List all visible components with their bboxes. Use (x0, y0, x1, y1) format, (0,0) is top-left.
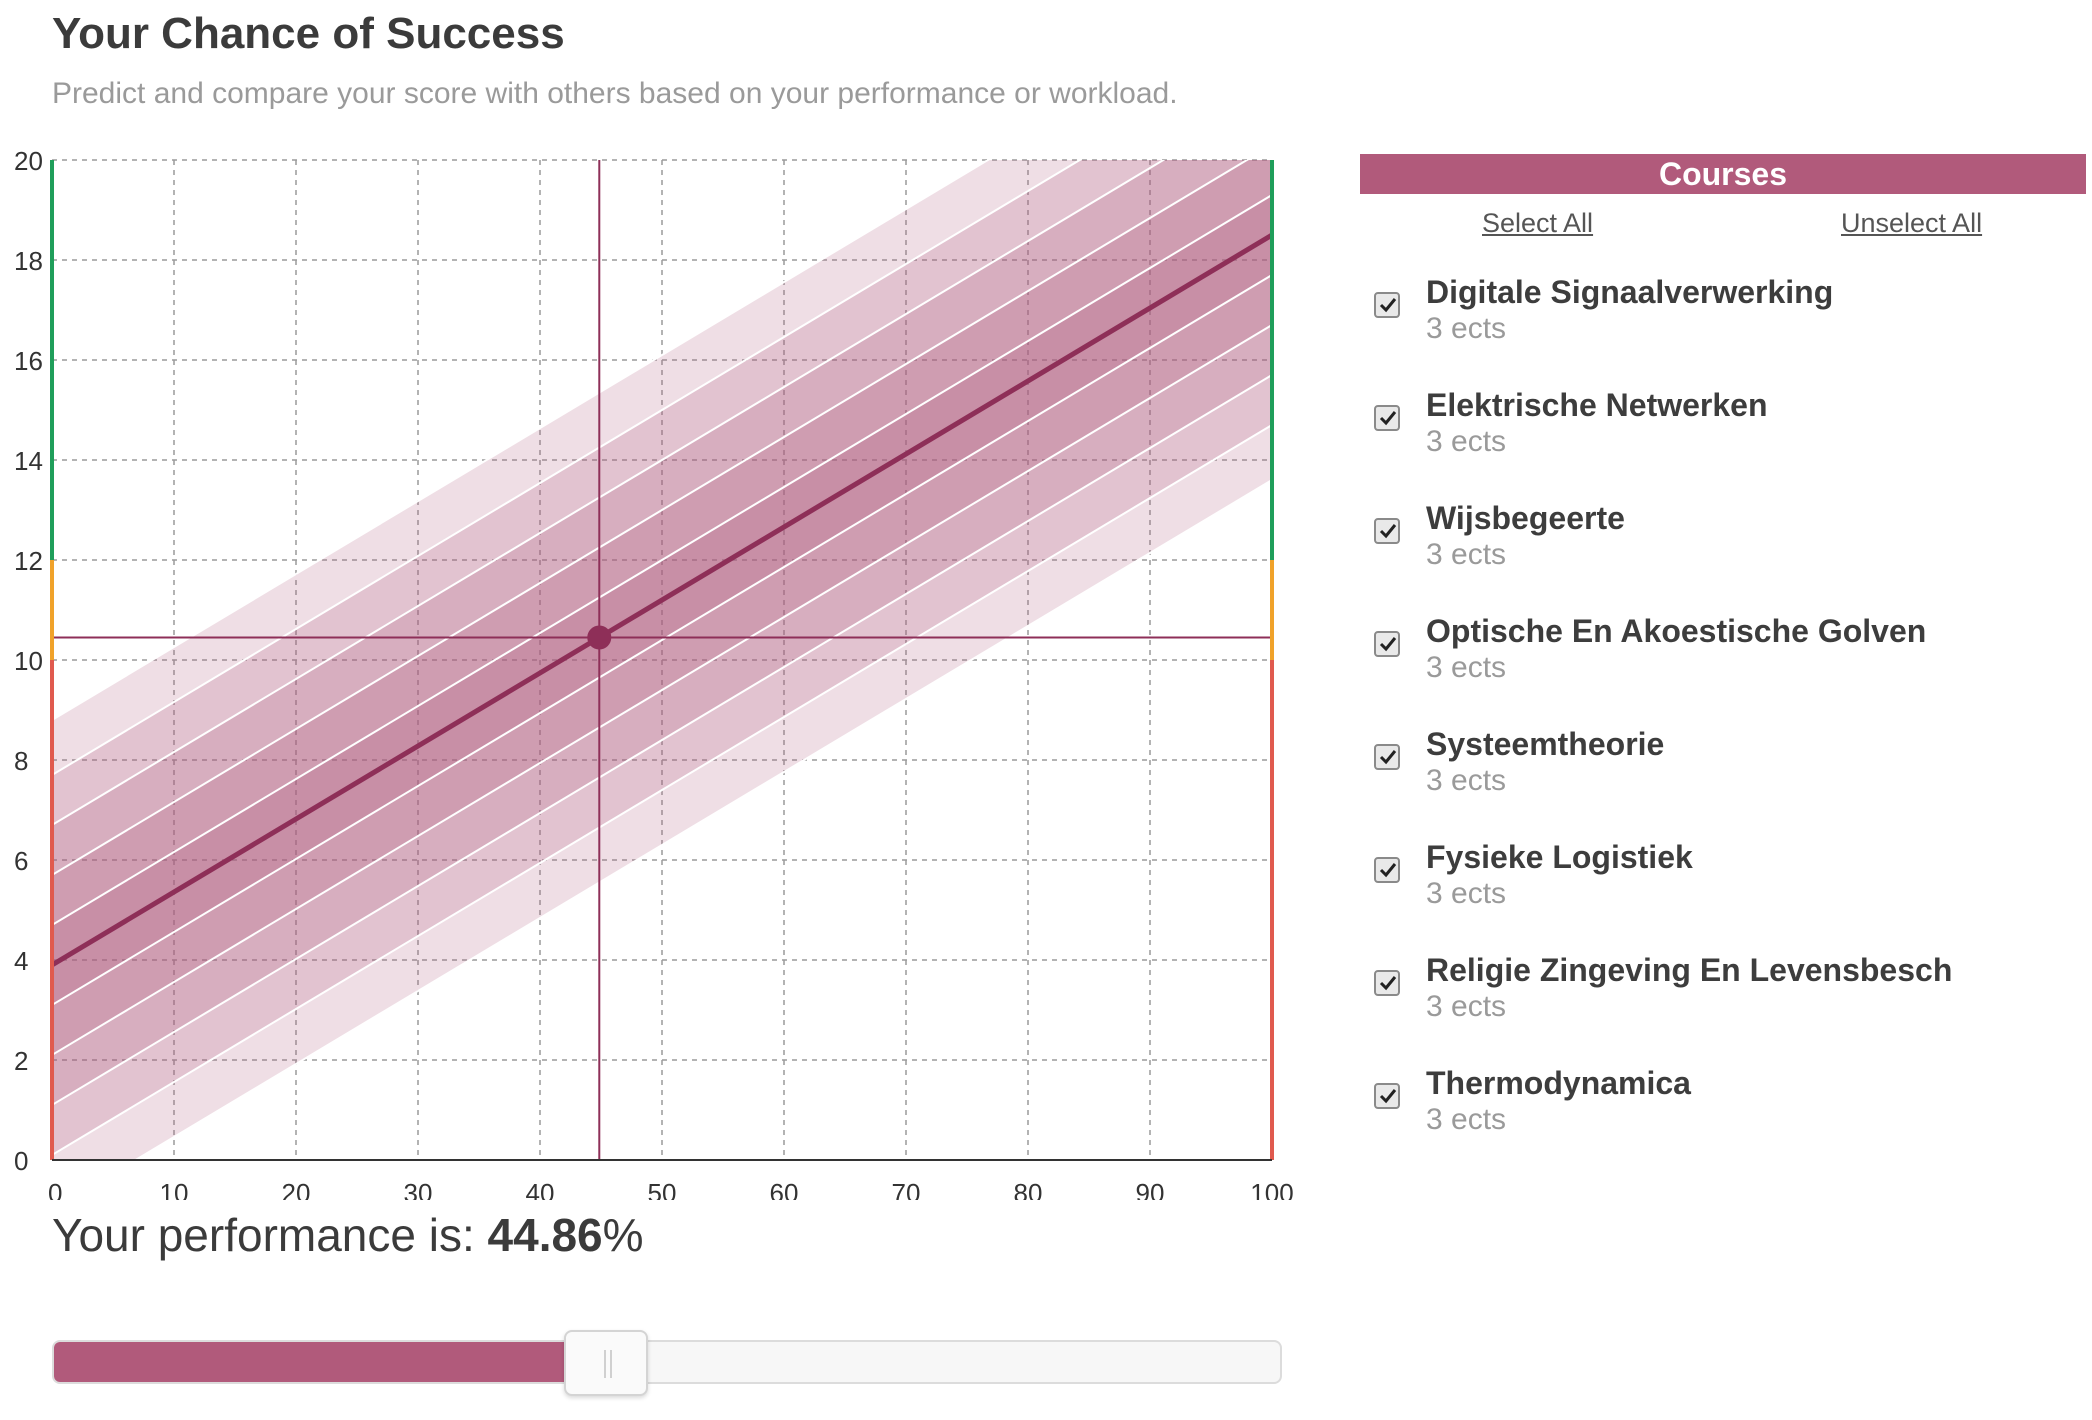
y-tick-label: 10 (14, 646, 43, 676)
course-ects: 3 ects (1426, 990, 1507, 1023)
course-name: Fysieke Logistiek (1426, 839, 1693, 875)
course-ects: 3 ects (1426, 651, 1507, 684)
y-tick-label: 6 (14, 846, 28, 876)
x-tick-label: 20 (282, 1178, 311, 1200)
y-tick-label: 0 (14, 1146, 28, 1176)
unselect-all-link[interactable]: Unselect All (1841, 208, 1983, 238)
x-tick-label: 30 (404, 1178, 433, 1200)
x-tick-label: 60 (770, 1178, 799, 1200)
course-ects: 3 ects (1426, 764, 1507, 797)
course-name: Wijsbegeerte (1426, 500, 1625, 536)
course-checkbox[interactable] (1374, 744, 1400, 770)
y-tick-label: 18 (14, 246, 43, 276)
course-name: Thermodynamica (1426, 1065, 1691, 1101)
prediction-line (52, 232, 1272, 968)
x-tick-label: 100 (1250, 1178, 1293, 1200)
course-name: Digitale Signaalverwerking (1426, 274, 1834, 310)
courses-header: Courses (1360, 154, 2086, 194)
confidence-band (52, 160, 1272, 1107)
check-icon (1379, 637, 1397, 652)
confidence-band (52, 160, 1272, 1157)
prediction-chart: 0 10 20 30 40 50 60 70 80 90 100 0 2 4 6 8 10 12 14 16 18 20 (0, 150, 1320, 1200)
course-name: Optische En Akoestische Golven (1426, 613, 1927, 649)
performance-slider[interactable] (52, 1330, 1282, 1396)
check-icon (1379, 1089, 1397, 1104)
course-checkbox[interactable] (1374, 1083, 1400, 1109)
course-checkbox[interactable] (1374, 292, 1400, 318)
page-header: Your Chance of Success Predict and compa… (52, 0, 1178, 111)
course-name: Systeemtheorie (1426, 726, 1665, 762)
check-icon (1379, 863, 1397, 878)
slider-handle[interactable] (563, 1330, 648, 1396)
y-tick-label: 4 (14, 946, 28, 976)
courses-panel: Courses Select All Unselect All Digitale… (1360, 154, 2086, 1136)
course-ects: 3 ects (1426, 425, 1507, 458)
x-tick-label: 90 (1136, 1178, 1165, 1200)
y-tick-label: 12 (14, 546, 43, 576)
x-tick-label: 50 (648, 1178, 677, 1200)
y-tick-label: 8 (14, 746, 28, 776)
x-tick-label: 80 (1014, 1178, 1043, 1200)
performance-label: Your performance is: (52, 1209, 488, 1261)
y-tick-label: 20 (14, 150, 43, 176)
y-tick-label: 14 (14, 446, 43, 476)
x-tick-label: 10 (160, 1178, 189, 1200)
select-controls: Select All Unselect All (1360, 194, 2086, 252)
slider-fill (54, 1342, 606, 1382)
page-title: Your Chance of Success (52, 9, 565, 58)
check-icon (1379, 976, 1397, 991)
confidence-band (52, 160, 1272, 1160)
chart-svg: 0 10 20 30 40 50 60 70 80 90 100 0 2 4 6 8 10 12 14 16 18 20 (14, 150, 1294, 1200)
check-icon (1379, 524, 1397, 539)
course-ects: 3 ects (1426, 1103, 1507, 1136)
course-name: Elektrische Netwerken (1426, 387, 1768, 423)
check-icon (1379, 298, 1397, 313)
confidence-band (52, 160, 1272, 1057)
course-ects: 3 ects (1426, 877, 1507, 910)
y-tick-label: 2 (14, 1046, 28, 1076)
performance-readout: Your performance is: 44.86% (52, 1208, 644, 1262)
select-all-link[interactable]: Select All (1482, 208, 1594, 238)
y-tick-label: 16 (14, 346, 43, 376)
course-ects: 3 ects (1426, 312, 1507, 345)
course-name: Religie Zingeving En Levensbesch (1426, 952, 1953, 988)
performance-unit: % (602, 1209, 644, 1261)
page-subtitle: Predict and compare your score with othe… (52, 76, 1178, 110)
confidence-bands (52, 160, 1272, 1160)
prediction-marker (587, 625, 612, 650)
check-icon (1379, 750, 1397, 765)
x-tick-label: 0 (48, 1178, 62, 1200)
course-checkbox[interactable] (1374, 631, 1400, 657)
course-checkbox[interactable] (1374, 970, 1400, 996)
x-tick-label: 40 (526, 1178, 555, 1200)
course-ects: 3 ects (1426, 538, 1507, 571)
performance-value: 44.86 (487, 1209, 603, 1261)
course-checkbox[interactable] (1374, 857, 1400, 883)
x-tick-label: 70 (892, 1178, 921, 1200)
course-checkbox[interactable] (1374, 405, 1400, 431)
check-icon (1379, 411, 1397, 426)
course-checkbox[interactable] (1374, 518, 1400, 544)
